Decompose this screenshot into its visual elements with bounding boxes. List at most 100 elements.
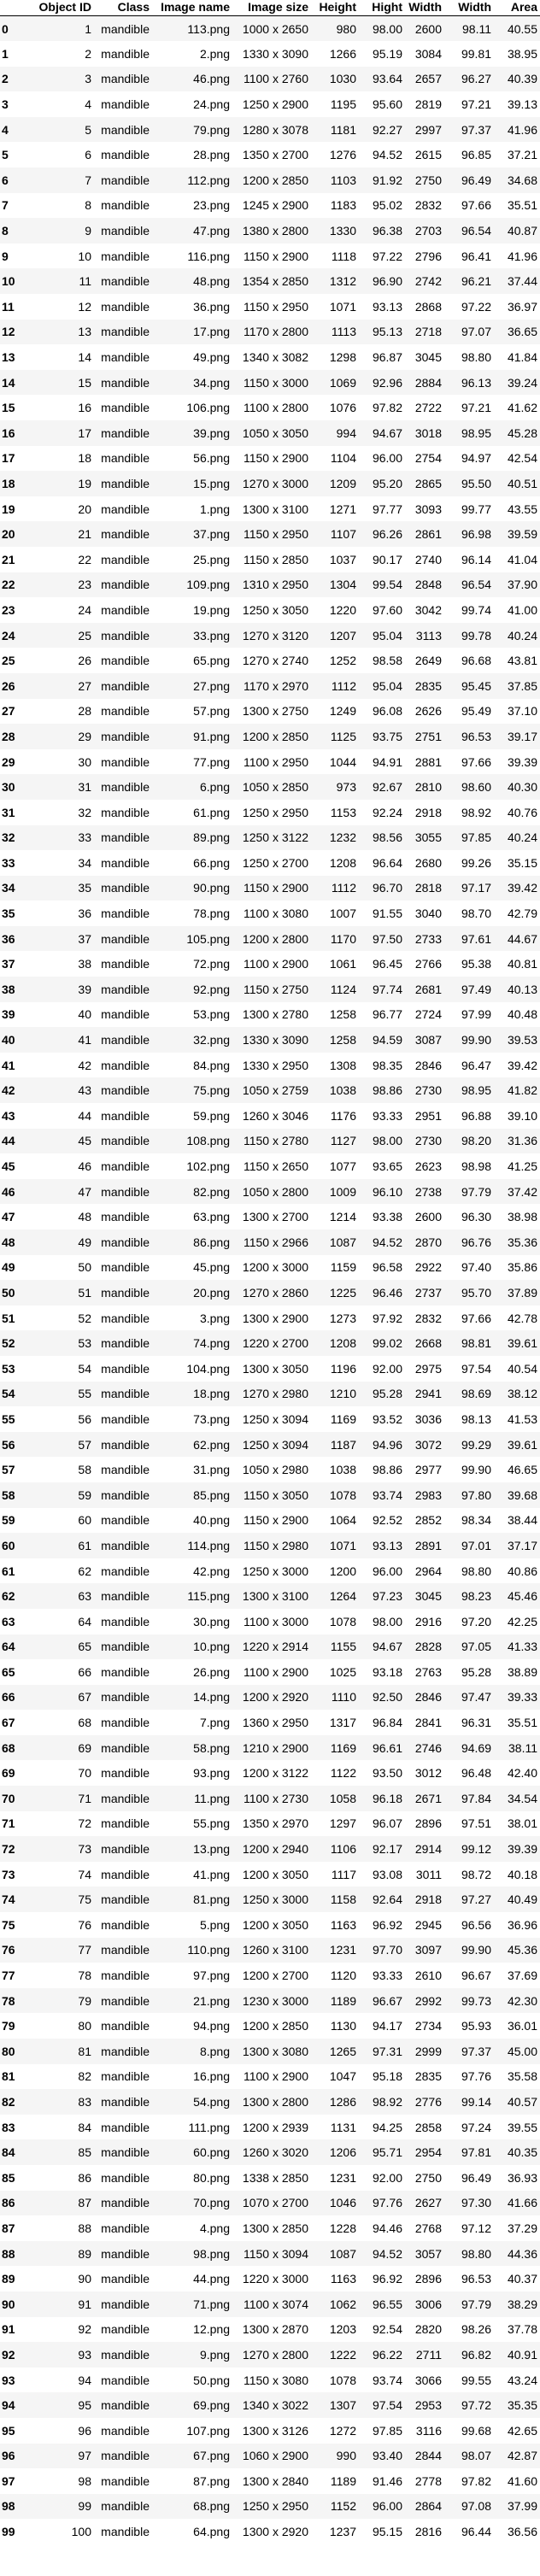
cell-width-percent: 96.53 <box>461 729 491 743</box>
cell-image-name: 62.png <box>193 1437 230 1452</box>
cell-height: 1187 <box>330 1437 356 1452</box>
cell-image-name: 15.png <box>193 476 230 490</box>
cell-height: 1064 <box>329 1513 356 1528</box>
cell-index: 18 <box>2 476 15 490</box>
cell-hight-percent: 94.17 <box>372 2019 402 2033</box>
cell-index: 33 <box>2 855 15 870</box>
cell-object-id: 56 <box>78 1411 91 1426</box>
cell-image-size: 1260 x 3046 <box>242 1108 308 1123</box>
cell-width: 3057 <box>414 2246 442 2261</box>
cell-object-id: 25 <box>78 628 91 643</box>
cell-hight-percent: 96.70 <box>372 881 402 895</box>
cell-width: 3012 <box>414 1766 442 1781</box>
table-row: 33 34 mandible 66.png 1250 x 2700 1208 96.64 26… <box>0 850 540 876</box>
cell-width: 2734 <box>414 2019 442 2033</box>
cell-width-percent: 95.70 <box>461 1285 491 1300</box>
cell-image-size: 1270 x 3120 <box>242 628 308 643</box>
cell-index: 19 <box>2 502 15 516</box>
cell-width-percent: 96.49 <box>461 2170 491 2185</box>
table-row: 45 46 mandible 102.png 1150 x 2650 1077 93.65 2… <box>0 1153 540 1179</box>
table-row: 32 33 mandible 89.png 1250 x 3122 1232 98.56 30… <box>0 824 540 851</box>
table-row: 13 14 mandible 49.png 1340 x 3082 1298 96.87 30… <box>0 344 540 370</box>
cell-image-name: 33.png <box>193 628 230 643</box>
cell-width: 3066 <box>414 2373 442 2387</box>
cell-hight-percent: 98.92 <box>372 2094 402 2109</box>
cell-area: 34.54 <box>507 1791 537 1805</box>
cell-object-id: 21 <box>78 527 91 542</box>
cell-area: 37.21 <box>507 148 537 162</box>
cell-image-name: 92.png <box>193 982 230 996</box>
table-row: 18 19 mandible 15.png 1270 x 3000 1209 95.20 28… <box>0 471 540 496</box>
cell-height: 1078 <box>329 1614 356 1628</box>
cell-area: 37.69 <box>507 1969 537 1983</box>
cell-hight-percent: 96.58 <box>372 1260 402 1275</box>
cell-width-percent: 99.26 <box>461 855 491 870</box>
cell-width: 3006 <box>414 2297 442 2311</box>
cell-hight-percent: 95.20 <box>372 476 402 490</box>
cell-object-id: 91 <box>78 2297 91 2311</box>
cell-width: 2623 <box>414 1159 442 1174</box>
cell-object-id: 9 <box>85 224 91 238</box>
table-row: 31 32 mandible 61.png 1250 x 2950 1153 92.24 29… <box>0 799 540 825</box>
cell-hight-percent: 97.54 <box>372 2398 402 2413</box>
cell-image-name: 4.png <box>199 2221 230 2235</box>
cell-area: 38.11 <box>508 1740 537 1755</box>
cell-image-size: 1200 x 2850 <box>242 2019 308 2033</box>
cell-image-size: 1300 x 2920 <box>242 2525 308 2539</box>
cell-height: 1077 <box>329 1159 356 1174</box>
cell-width: 2884 <box>414 375 442 390</box>
cell-index: 38 <box>2 982 15 996</box>
cell-area: 35.51 <box>507 1716 537 1730</box>
cell-image-size: 1210 x 2900 <box>242 1740 308 1755</box>
cell-image-name: 56.png <box>193 451 230 466</box>
cell-area: 38.89 <box>507 1664 537 1679</box>
cell-height: 1222 <box>329 2347 356 2362</box>
cell-index: 91 <box>2 2322 15 2337</box>
cell-image-name: 115.png <box>187 1589 230 1604</box>
header-width-percent: Width <box>444 0 494 16</box>
cell-class: mandible <box>101 2525 150 2539</box>
cell-hight-percent: 93.08 <box>372 1867 402 1881</box>
cell-hight-percent: 94.46 <box>372 2221 402 2235</box>
cell-width-percent: 99.81 <box>461 46 491 61</box>
cell-class: mandible <box>101 2297 150 2311</box>
cell-object-id: 35 <box>78 881 91 895</box>
table-row: 21 22 mandible 25.png 1150 x 2850 1037 90.17 27… <box>0 546 540 572</box>
cell-image-size: 1220 x 3000 <box>242 2272 308 2286</box>
cell-height: 1110 <box>331 1690 356 1705</box>
cell-object-id: 51 <box>78 1285 91 1300</box>
cell-image-size: 1150 x 2900 <box>243 249 308 263</box>
cell-class: mandible <box>101 46 150 61</box>
cell-index: 53 <box>2 1361 15 1376</box>
cell-image-size: 1150 x 2980 <box>243 1538 308 1552</box>
cell-image-size: 1150 x 3094 <box>243 2246 308 2261</box>
cell-image-name: 110.png <box>187 1943 230 1957</box>
table-row: 58 59 mandible 85.png 1150 x 3050 1078 93.74 29… <box>0 1482 540 1508</box>
cell-image-name: 11.png <box>194 1791 230 1805</box>
cell-image-size: 1300 x 2840 <box>242 2473 308 2488</box>
cell-image-name: 48.png <box>193 274 230 289</box>
cell-image-size: 1330 x 3090 <box>242 46 308 61</box>
cell-height: 1159 <box>330 1260 356 1275</box>
cell-image-name: 90.png <box>193 881 230 895</box>
cell-height: 1297 <box>329 1816 356 1831</box>
cell-hight-percent: 94.96 <box>372 1437 402 1452</box>
cell-height: 1107 <box>330 527 356 542</box>
cell-image-size: 1200 x 3000 <box>242 1260 308 1275</box>
cell-image-name: 7.png <box>199 1716 230 1730</box>
cell-class: mandible <box>101 1007 150 1022</box>
cell-image-size: 1310 x 2950 <box>242 578 308 592</box>
cell-image-size: 1050 x 2759 <box>242 1083 308 1098</box>
cell-height: 980 <box>336 21 356 36</box>
cell-image-size: 1340 x 3082 <box>242 350 308 365</box>
cell-hight-percent: 95.19 <box>372 46 402 61</box>
cell-object-id: 83 <box>78 2094 91 2109</box>
table-row: 48 49 mandible 86.png 1150 x 2966 1087 94.52 28… <box>0 1229 540 1255</box>
cell-index: 14 <box>2 375 15 390</box>
cell-class: mandible <box>101 2398 150 2413</box>
cell-height: 1286 <box>329 2094 356 2109</box>
cell-width-percent: 96.85 <box>461 148 491 162</box>
cell-image-size: 1220 x 2914 <box>242 1640 308 1654</box>
cell-object-id: 27 <box>78 678 91 693</box>
cell-image-name: 57.png <box>193 704 230 719</box>
